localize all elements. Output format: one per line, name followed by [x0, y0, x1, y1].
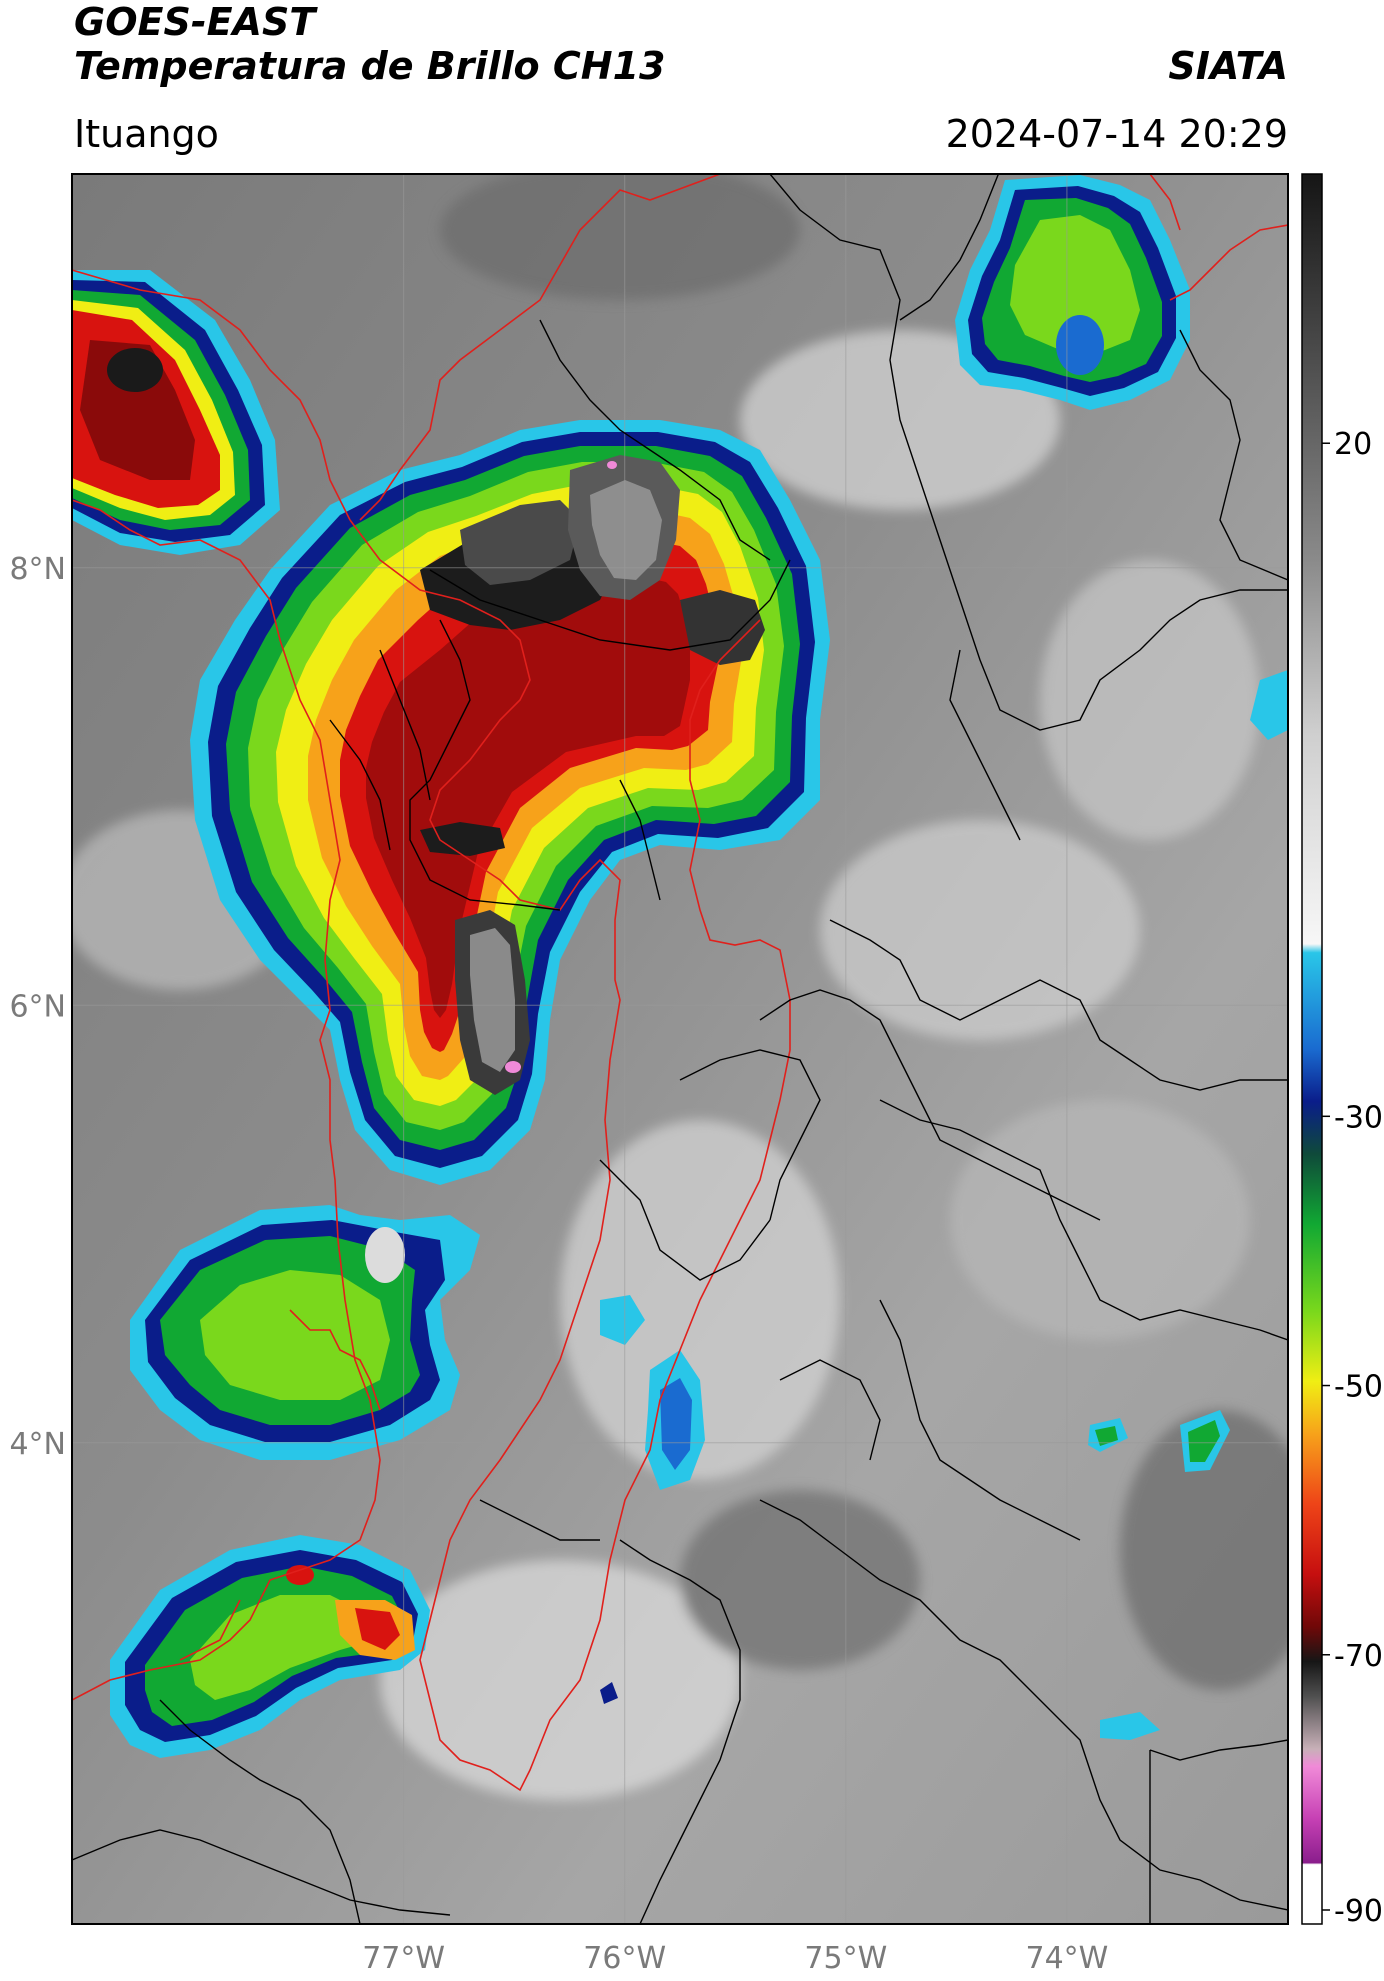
colorbar: 20 -30 -50 -70 -90: [1301, 173, 1383, 1929]
storm-cluster-northeast: [955, 175, 1190, 410]
lat-tick-label: 8°N: [9, 552, 66, 587]
storm-cluster-northwest: [72, 270, 280, 555]
colorbar-tick-label: -50: [1334, 1370, 1383, 1405]
storm-cluster-main: [190, 420, 830, 1185]
storm-cluster-west-middle: [130, 1205, 480, 1460]
location-label: Ituango: [74, 112, 219, 156]
colorbar-gradient: [1301, 173, 1323, 1925]
colorbar-ticks: 20 -30 -50 -70 -90: [1322, 427, 1383, 1929]
colorbar-tick-label: 20: [1334, 427, 1372, 462]
satellite-imagery: [72, 174, 1288, 1924]
municipal-boundaries: [72, 174, 1288, 1924]
colorbar-tick-label: -70: [1334, 1639, 1383, 1674]
org-name: SIATA: [1168, 44, 1288, 88]
map-frame: [71, 173, 1289, 1925]
lon-tick-label: 77°W: [362, 1941, 445, 1976]
lat-tick-label: 4°N: [9, 1427, 66, 1462]
department-boundaries: [72, 174, 1288, 1792]
small-cells: [600, 670, 1288, 1740]
title-product: Temperatura de Brillo CH13: [74, 44, 666, 88]
latitude-tick-labels: 8°N 6°N 4°N: [9, 552, 66, 1462]
lon-tick-label: 76°W: [583, 1941, 666, 1976]
title-satellite: GOES-EAST: [74, 0, 316, 44]
longitude-tick-labels: 77°W 76°W 75°W 74°W: [362, 1941, 1108, 1976]
lat-tick-label: 6°N: [9, 989, 66, 1024]
colorbar-tick-label: -90: [1334, 1894, 1383, 1929]
lon-tick-label: 74°W: [1025, 1941, 1108, 1976]
storm-cluster-southwest: [110, 1535, 430, 1758]
lon-tick-label: 75°W: [804, 1941, 887, 1976]
datetime-label: 2024-07-14 20:29: [945, 112, 1288, 156]
colorbar-tick-label: -30: [1334, 1100, 1383, 1135]
